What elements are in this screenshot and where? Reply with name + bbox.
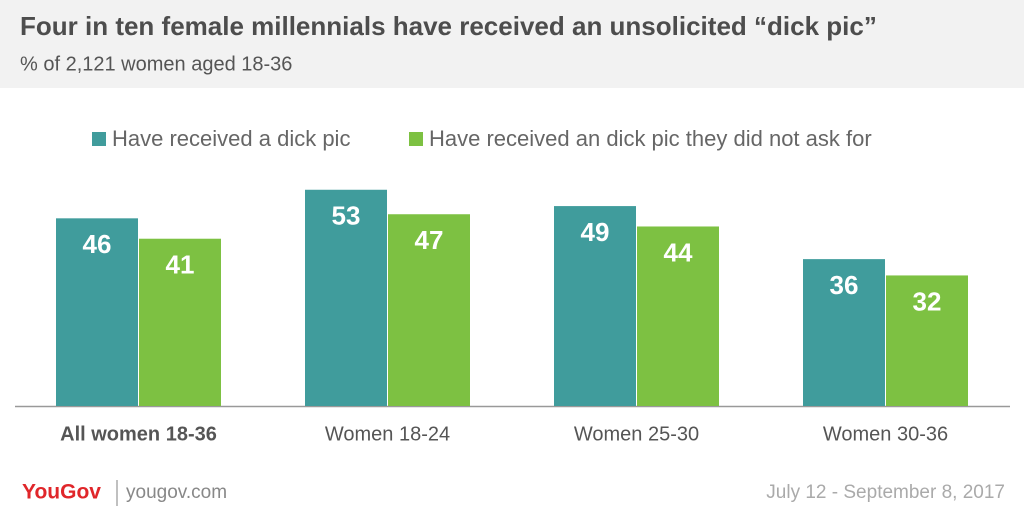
x-tick-label: Women 18-24	[325, 423, 450, 445]
value-label: 49	[581, 217, 610, 247]
value-label: 53	[332, 201, 361, 231]
value-label: 46	[83, 229, 112, 259]
bar	[305, 189, 387, 406]
chart-subtitle: % of 2,121 women aged 18-36	[20, 53, 292, 75]
bar	[56, 218, 138, 406]
value-label: 47	[415, 225, 444, 255]
bar	[637, 226, 719, 406]
bar	[139, 238, 221, 406]
legend-label: Have received an dick pic they did not a…	[429, 126, 872, 151]
legend-label: Have received a dick pic	[112, 126, 350, 151]
value-label: 32	[913, 286, 942, 316]
value-label: 36	[830, 270, 859, 300]
date: July 12 - September 8, 2017	[766, 482, 1005, 503]
header-bg	[0, 0, 1024, 88]
bar	[803, 259, 885, 406]
value-label: 44	[664, 237, 693, 267]
bar	[886, 275, 968, 406]
x-tick-label: All women 18-36	[60, 423, 217, 445]
legend-swatch	[92, 132, 106, 146]
x-tick-label: Women 30-36	[823, 423, 948, 445]
bar	[388, 214, 470, 406]
legend-swatch	[409, 132, 423, 146]
chart-title: Four in ten female millennials have rece…	[20, 11, 877, 41]
logo: YouGov	[22, 481, 101, 504]
bar	[554, 206, 636, 406]
value-label: 41	[166, 250, 195, 280]
x-tick-label: Women 25-30	[574, 423, 699, 445]
site: yougov.com	[126, 482, 227, 503]
